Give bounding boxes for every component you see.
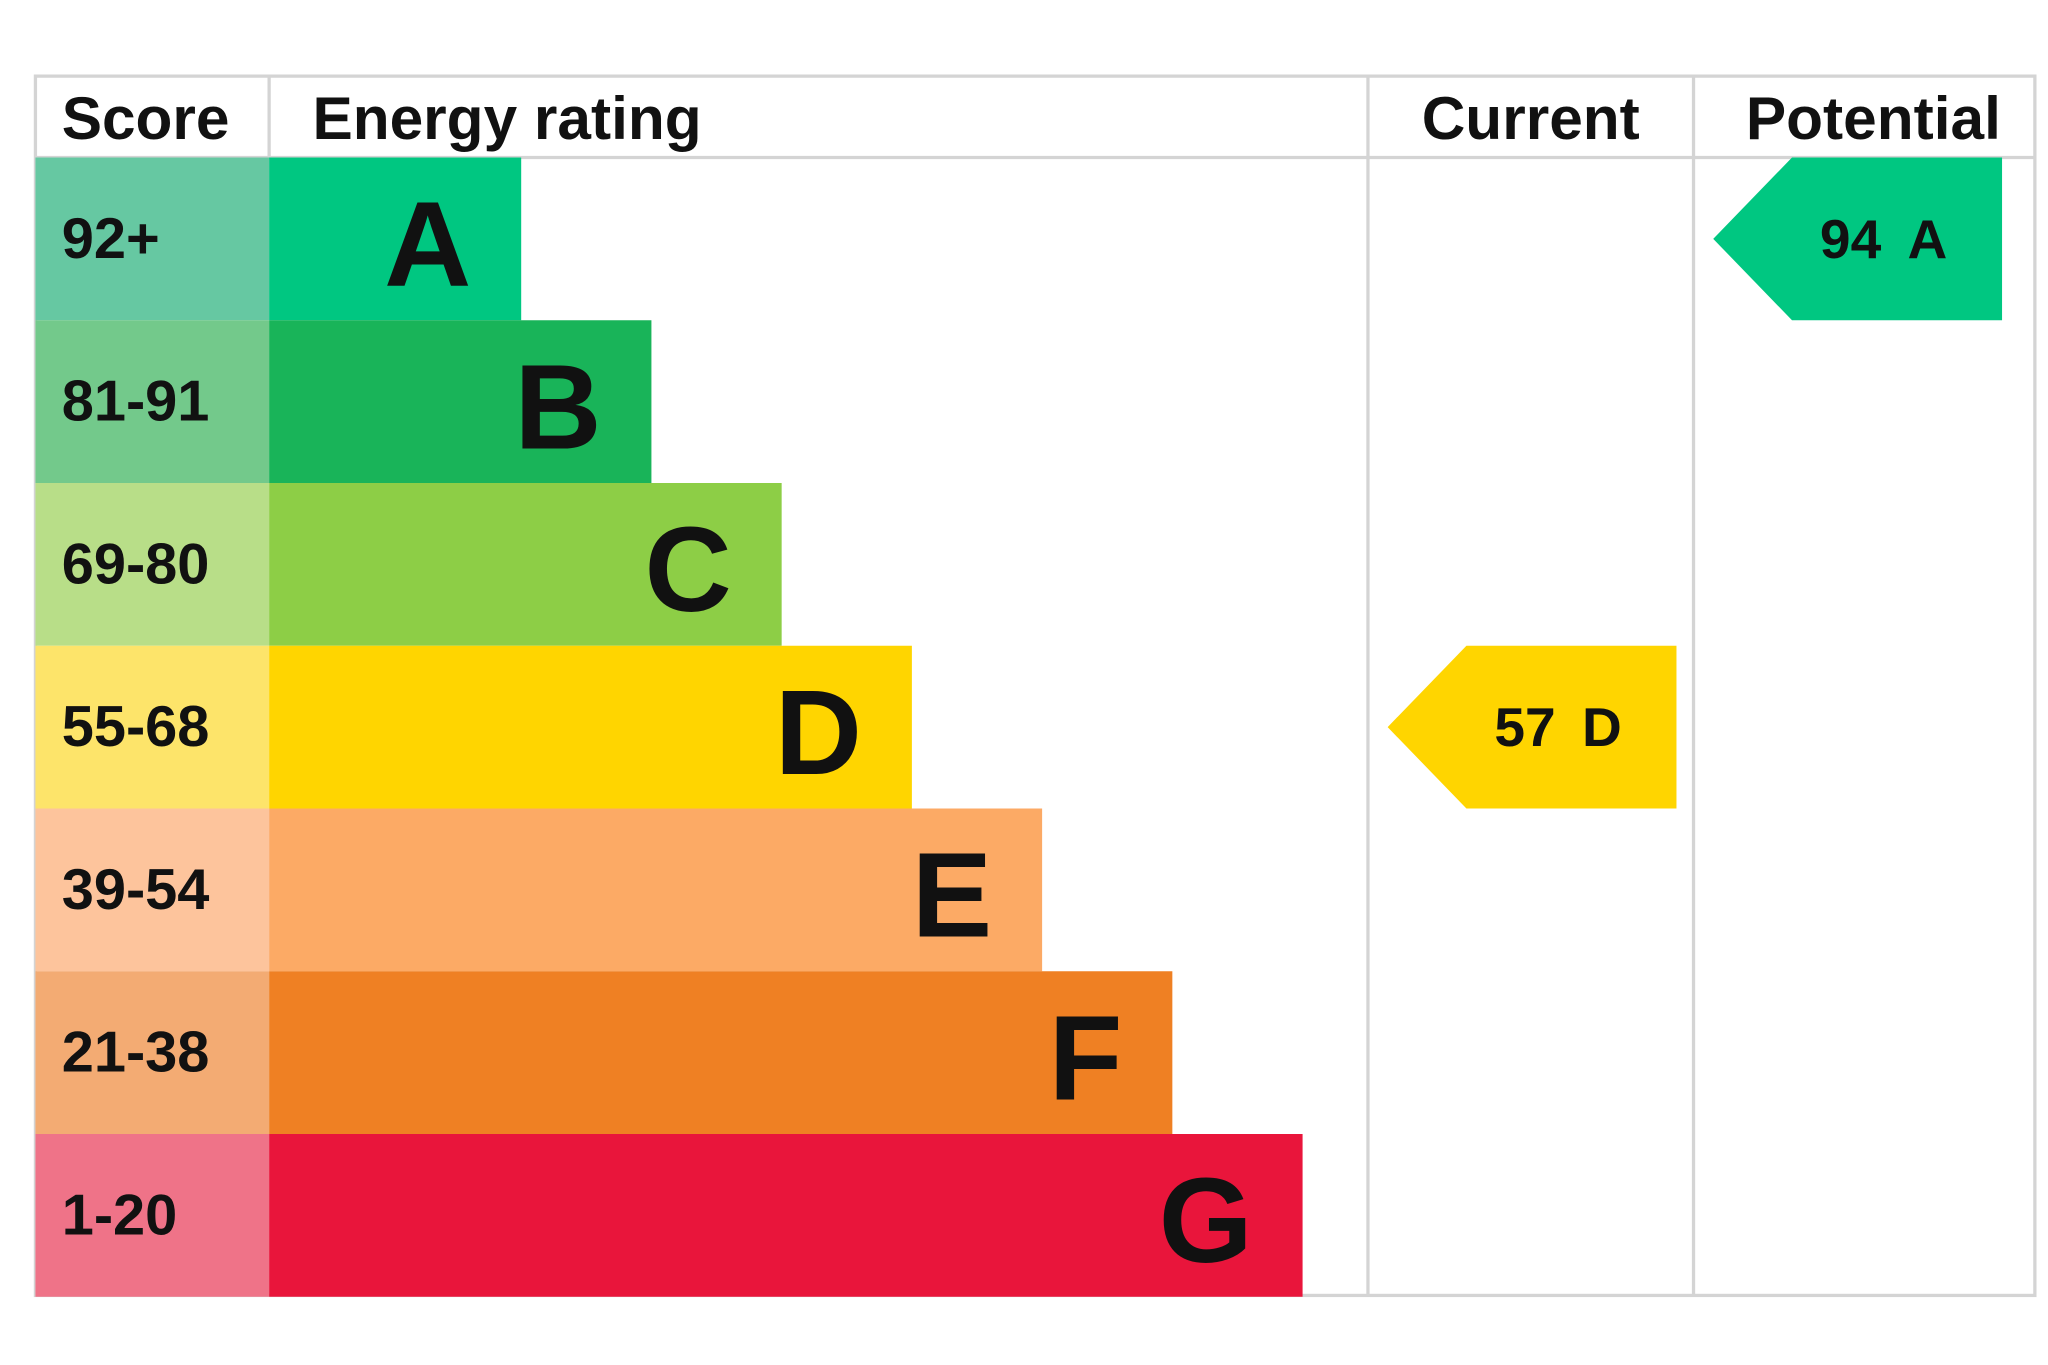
rating-bar xyxy=(269,971,1173,1134)
score-range: 55-68 xyxy=(62,695,210,759)
header-potential: Potential xyxy=(1746,84,2001,152)
header-energy-rating: Energy rating xyxy=(312,84,701,152)
rating-bar xyxy=(269,808,1043,972)
band-letter: A xyxy=(384,177,471,312)
score-cell xyxy=(35,320,270,483)
score-range: 69-80 xyxy=(62,532,210,596)
score-cell xyxy=(35,483,270,646)
score-range: 1-20 xyxy=(62,1183,178,1247)
rating-bar xyxy=(269,157,522,321)
score-range: 92+ xyxy=(62,207,160,271)
score-range: 81-91 xyxy=(62,370,210,434)
score-cell xyxy=(35,971,270,1134)
score-cell xyxy=(35,808,270,972)
rating-bar xyxy=(269,483,782,646)
band-letter: C xyxy=(645,502,732,637)
score-range: 39-54 xyxy=(62,858,210,922)
header-current: Current xyxy=(1422,84,1640,152)
current-score: 57 xyxy=(1494,696,1555,758)
current-band: D xyxy=(1582,696,1622,758)
potential-score: 94 xyxy=(1820,208,1882,270)
rating-bar xyxy=(269,645,912,809)
current-arrow xyxy=(1387,645,1677,809)
header-score: Score xyxy=(62,84,230,152)
rating-bar xyxy=(269,1134,1303,1297)
potential-band: A xyxy=(1908,208,1948,270)
rating-bar xyxy=(269,320,652,483)
score-cell xyxy=(35,1134,270,1297)
band-letter: D xyxy=(775,665,862,800)
score-cell xyxy=(35,157,270,321)
band-letter: G xyxy=(1159,1153,1253,1288)
band-letter: E xyxy=(912,828,993,963)
band-letter: F xyxy=(1049,990,1123,1125)
score-cell xyxy=(35,645,270,809)
potential-arrow xyxy=(1713,157,2003,321)
band-letter: B xyxy=(514,339,601,474)
score-range: 21-38 xyxy=(62,1021,210,1085)
